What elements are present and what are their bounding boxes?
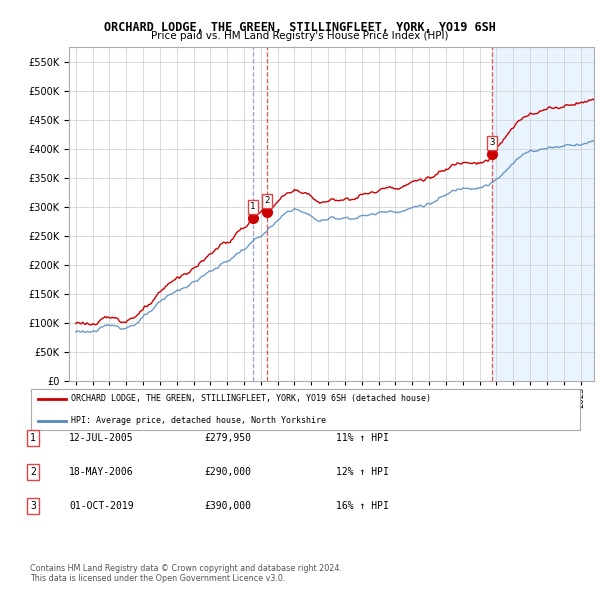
Text: 11% ↑ HPI: 11% ↑ HPI: [336, 433, 389, 442]
Bar: [492, 47, 594, 381]
Text: 1: 1: [30, 433, 36, 442]
Text: 18-MAY-2006: 18-MAY-2006: [69, 467, 134, 477]
Text: 2: 2: [30, 467, 36, 477]
Text: Price paid vs. HM Land Registry's House Price Index (HPI): Price paid vs. HM Land Registry's House …: [151, 31, 449, 41]
FancyBboxPatch shape: [31, 389, 580, 430]
Text: ORCHARD LODGE, THE GREEN, STILLINGFLEET, YORK, YO19 6SH: ORCHARD LODGE, THE GREEN, STILLINGFLEET,…: [104, 21, 496, 34]
Text: 12-JUL-2005: 12-JUL-2005: [69, 433, 134, 442]
Text: 12% ↑ HPI: 12% ↑ HPI: [336, 467, 389, 477]
Text: ORCHARD LODGE, THE GREEN, STILLINGFLEET, YORK, YO19 6SH (detached house): ORCHARD LODGE, THE GREEN, STILLINGFLEET,…: [71, 394, 431, 403]
Text: 3: 3: [30, 502, 36, 511]
Text: £390,000: £390,000: [204, 502, 251, 511]
Text: £279,950: £279,950: [204, 433, 251, 442]
Text: Contains HM Land Registry data © Crown copyright and database right 2024.: Contains HM Land Registry data © Crown c…: [30, 565, 342, 573]
Text: 01-OCT-2019: 01-OCT-2019: [69, 502, 134, 511]
Text: 16% ↑ HPI: 16% ↑ HPI: [336, 502, 389, 511]
Text: 1: 1: [250, 202, 256, 211]
Text: 2: 2: [265, 196, 270, 205]
Text: £290,000: £290,000: [204, 467, 251, 477]
Text: 3: 3: [490, 139, 495, 148]
Text: HPI: Average price, detached house, North Yorkshire: HPI: Average price, detached house, Nort…: [71, 417, 326, 425]
Text: This data is licensed under the Open Government Licence v3.0.: This data is licensed under the Open Gov…: [30, 574, 286, 583]
